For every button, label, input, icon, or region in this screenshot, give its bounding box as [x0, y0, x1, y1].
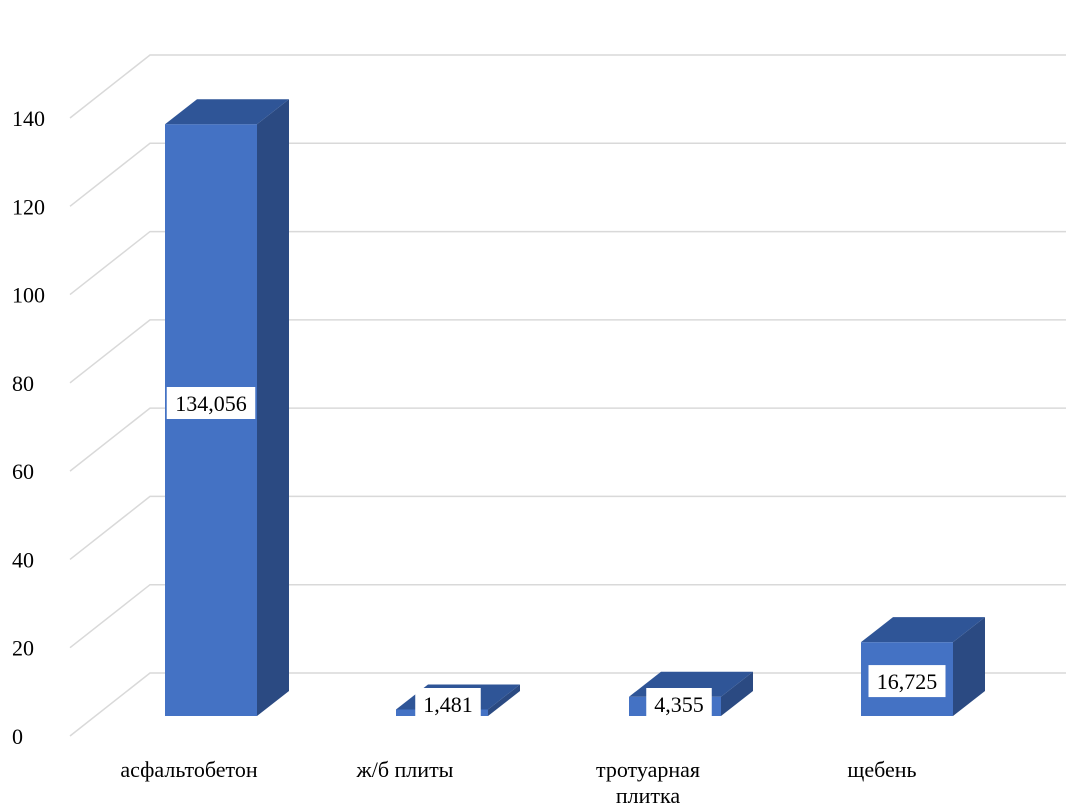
bar-side-4	[953, 617, 985, 716]
data-label-box-1	[166, 387, 256, 419]
category-label-4: щебень	[847, 757, 916, 782]
y-tick-label-40: 40	[12, 547, 34, 572]
bars	[165, 99, 985, 716]
data-label-text-2: 1,481	[423, 692, 473, 717]
y-tick-label-100: 100	[12, 283, 45, 308]
data-label-box-3	[646, 688, 712, 720]
data-label-1: 134,056	[166, 387, 256, 419]
gridline-80	[69, 319, 1066, 384]
y-axis-ticks: 0 20 40 60 80 100 120 140	[12, 106, 45, 749]
y-tick-label-120: 120	[12, 194, 45, 219]
y-tick-label-20: 20	[12, 636, 34, 661]
y-tick-label-0: 0	[12, 724, 23, 749]
y-tick-label-60: 60	[12, 459, 34, 484]
data-label-box-4	[868, 665, 946, 698]
y-tick-label-80: 80	[12, 371, 34, 396]
bar-top-4	[861, 617, 985, 643]
gridline-120	[69, 142, 1066, 207]
category-label-2: ж/б плиты	[356, 757, 454, 782]
data-label-3: 4,355	[646, 688, 712, 720]
bar-side-3	[721, 671, 753, 716]
bar-1	[165, 99, 289, 716]
gridline-20	[69, 583, 1066, 649]
gridline-0	[69, 672, 1066, 737]
gridline-100	[69, 230, 1066, 296]
y-tick-label-140: 140	[12, 106, 45, 131]
gridline-140	[69, 54, 1066, 119]
bar-side-1	[257, 99, 289, 716]
data-label-2: 1,481	[415, 688, 481, 720]
gridline-60	[69, 407, 1066, 472]
category-label-3: тротуарная плитка	[596, 757, 700, 807]
category-label-1: асфальтобетон	[120, 757, 258, 782]
data-label-box-2	[415, 688, 481, 720]
data-label-text-3: 4,355	[654, 692, 704, 717]
x-axis-categories: асфальтобетон ж/б плиты тротуарная плитка ще…	[120, 757, 916, 807]
data-label-text-1: 134,056	[175, 391, 247, 416]
data-label-text-4: 16,725	[877, 669, 938, 694]
gridline-40	[69, 495, 1066, 561]
gridlines	[69, 54, 1066, 737]
data-labels: 134,056 1,481 4,355 16,725	[166, 387, 946, 720]
bar-front-1	[165, 124, 257, 716]
data-label-4: 16,725	[868, 665, 946, 698]
bar-top-1	[165, 99, 289, 125]
bar-side-2	[488, 684, 520, 716]
